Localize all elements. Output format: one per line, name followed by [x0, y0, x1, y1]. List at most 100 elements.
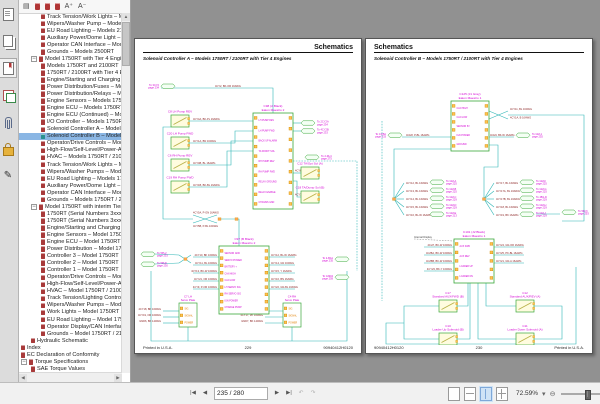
bookmark-item[interactable]: Solenoid Controller A – Models 1750RT / … [19, 126, 122, 133]
bookmark-item[interactable]: EU Road Lighting – Models 2100RT / 2500R… [19, 27, 122, 34]
bookmark-item[interactable]: Auxiliary Power/Dome Light – Models 1750… [19, 182, 122, 189]
bookmark-item[interactable]: Engine/Starting and Charging – Models 17… [19, 76, 122, 83]
bookmark-flag-icon [41, 13, 45, 20]
bookmark-item[interactable]: Engine/Starting and Charging – Model 175… [19, 224, 122, 231]
bookmark-item[interactable]: Hydraulic Schematic [19, 337, 122, 344]
bookmark-item[interactable]: HVAC – Model 1750RT / 2100RT [19, 288, 122, 295]
bookmark-item[interactable]: SAE Torque Values [19, 365, 122, 372]
bookmark-item[interactable]: Models 1750RT and 2100RT [19, 62, 122, 69]
previous-view-button[interactable]: ↶ [298, 390, 304, 396]
bookmark-item[interactable]: Operator/Drive Controls – Model 1750RT [19, 274, 122, 281]
vertical-scroll-thumb[interactable] [122, 22, 130, 66]
bookmark-item[interactable]: Engine ECU (Continued) – Models 1750RT /… [19, 112, 122, 119]
bookmark-item[interactable]: Auxiliary Power/Dome Light – Models 2100… [19, 34, 122, 41]
bookmark-item[interactable]: Controller 3 – Model 1750RT [19, 253, 122, 260]
collapse-icon[interactable]: − [21, 358, 27, 365]
bookmark-item[interactable]: Controller 1 – Model 1750RT [19, 267, 122, 274]
bookmark-item[interactable]: EU Road Lighting – Model 1750RT [19, 316, 122, 323]
svg-text:To GM-H: To GM-H [536, 203, 547, 207]
bookmark-item[interactable]: Engine Sensors – Models 1750RT / 2100RT [19, 98, 122, 105]
previous-page-button[interactable]: ◀ [202, 390, 208, 396]
note-panel-tab[interactable] [0, 5, 16, 23]
zoom-slider[interactable] [561, 389, 600, 400]
zoom-slider-thumb[interactable] [585, 389, 592, 400]
bookmark-item[interactable]: 1750RT (Serial Numbers 3xxxx and Above) [19, 217, 122, 224]
bookmark-item[interactable]: Wipers/Washer Pumps – Models 1750RT / 21… [19, 168, 122, 175]
bookmark-item[interactable]: I/O Controller – Models 1750RT / 2100RT [19, 119, 122, 126]
zoom-dropdown-caret[interactable]: ▾ [542, 390, 546, 398]
first-page-button[interactable]: |◀ [190, 390, 196, 396]
bookmark-item[interactable]: EU Road Lighting – Models 1750RT / 2100R… [19, 175, 122, 182]
bookmark-item[interactable]: Wipers/Washer Pumps – Model 1750RT [19, 302, 122, 309]
bookmarks-horizontal-scrollbar[interactable]: ◀ ▶ [19, 372, 122, 382]
bookmark-item[interactable]: Wipers/Washer Pump – Models 2100RT / 250… [19, 20, 122, 27]
continuous-view-button[interactable] [464, 386, 476, 401]
bookmark-item[interactable]: EC Declaration of Conformity [19, 351, 122, 358]
bookmark-item[interactable]: − Model 1750RT with Tier 4 Engines [19, 55, 122, 62]
goto-selected-bookmark-icon[interactable] [34, 3, 40, 10]
page-number-input[interactable] [214, 387, 268, 400]
two-page-continuous-view-button[interactable] [496, 386, 508, 401]
svg-text:4CY16, BL-W 16AWG: 4CY16, BL-W 16AWG [406, 213, 432, 217]
last-page-button[interactable]: ▶| [286, 390, 292, 396]
bookmark-item[interactable]: Operator/Drive Controls – Models 1750RT … [19, 140, 122, 147]
bookmark-item[interactable]: Track Tension/Work Lights – Models 1750R… [19, 161, 122, 168]
attachments-panel-tab[interactable] [0, 113, 16, 131]
bookmark-item[interactable]: 1750RT (Serial Numbers 3xxxx and Below) [19, 210, 122, 217]
bookmark-item[interactable]: Operator CAN Interface – Models 1750RT /… [19, 189, 122, 196]
text-size-increase-icon[interactable]: A⁺ [64, 2, 73, 10]
bookmark-item[interactable]: Operator Display/CAN Interface – Model 1… [19, 323, 122, 330]
page-ref-tag [515, 132, 531, 138]
bookmark-item[interactable]: High-Flow/Self-Level/Power-A-Tach – Mode… [19, 281, 122, 288]
panel-options-icon[interactable]: ▤ [23, 2, 30, 10]
single-page-view-button[interactable] [448, 386, 460, 401]
bookmark-item[interactable]: Engine ECU – Model 1750RT [19, 239, 122, 246]
scroll-right-icon[interactable]: ▶ [114, 373, 122, 382]
signature-panel-tab[interactable]: ✎ [0, 167, 16, 185]
svg-text:GND6, BK 14AWG: GND6, BK 14AWG [139, 319, 161, 323]
bookmark-item[interactable]: Power Distribution – Model 1750RT [19, 246, 122, 253]
bookmark-item[interactable]: Track Tension/Work Lights – Models 2100R… [19, 13, 122, 20]
bookmark-item[interactable]: Grounds – Models 2500RT [19, 48, 122, 55]
svg-text:C125 (J1 Gray): C125 (J1 Gray) [459, 92, 480, 96]
bookmarks-panel-toolbar: ▤ A⁺ A⁻ [19, 0, 130, 14]
bookmark-item[interactable]: Controller 2 – Model 1750RT [19, 260, 122, 267]
bookmark-flag-icon [39, 204, 43, 210]
bookmarks-vertical-scrollbar[interactable]: ▲ [121, 13, 130, 373]
bookmark-item[interactable]: − Torque Specifications [19, 358, 122, 365]
text-size-decrease-icon[interactable]: A⁻ [78, 2, 87, 10]
bookmark-item[interactable]: Operator CAN Interface – Models 2100RT /… [19, 41, 122, 48]
bookmark-item[interactable]: Power Distribution/Relays – Models 1750R… [19, 91, 122, 98]
svg-text:page 233: page 233 [157, 254, 168, 258]
collapse-icon[interactable]: − [31, 203, 37, 210]
two-page-view-button[interactable] [480, 386, 492, 401]
collapse-icon[interactable]: − [31, 55, 37, 62]
bookmark-item[interactable]: Grounds – Model 1750RT / 2100RT [19, 330, 122, 337]
bookmark-item[interactable]: High-Flow/Self-Level/Power-A-Tach – Mode… [19, 147, 122, 154]
bookmark-item[interactable]: Power Distribution/Fuses – Models 1750RT… [19, 83, 122, 90]
new-bookmark-icon[interactable] [44, 3, 50, 10]
scroll-up-icon[interactable]: ▲ [122, 13, 130, 21]
pages-panel-tab[interactable] [0, 32, 16, 50]
next-view-button[interactable]: ↷ [310, 390, 316, 396]
bookmark-item[interactable]: 1750RT / 2100RT with Tier 4 Engines [19, 69, 122, 76]
bookmarks-panel-tab[interactable] [0, 58, 17, 78]
bookmark-item[interactable]: − Model 1750RT with interim Tier 4 Engine [19, 203, 122, 210]
bookmark-item[interactable]: HVAC – Models 1750RT / 2100RT [19, 154, 122, 161]
security-panel-tab[interactable] [0, 140, 16, 158]
bookmark-item[interactable]: Engine ECU – Models 1750RT / 2100RT [19, 105, 122, 112]
delete-bookmark-icon[interactable] [54, 3, 60, 10]
scroll-left-icon[interactable]: ◀ [19, 373, 27, 382]
bookmark-item[interactable]: Engine Sensors – Model 1750RT [19, 231, 122, 238]
bookmark-item[interactable]: Solenoid Controller B – Models 1750RT / … [19, 132, 122, 140]
bookmark-item[interactable]: Work Lights – Model 1750RT [19, 309, 122, 316]
document-view[interactable]: Schematics Solenoid Controller A – Model… [130, 0, 600, 382]
bookmark-item[interactable]: Index [19, 344, 122, 351]
svg-text:POWER: POWER [289, 322, 298, 324]
layers-panel-tab[interactable] [0, 86, 16, 104]
next-page-button[interactable]: ▶ [274, 390, 280, 396]
bookmark-item[interactable]: Track Tension/Lighting Controls – Model … [19, 295, 122, 302]
bookmark-item[interactable]: Grounds – Models 1750RT / 2100RT [19, 196, 122, 203]
zoom-out-button[interactable]: ⊖ [549, 390, 556, 398]
